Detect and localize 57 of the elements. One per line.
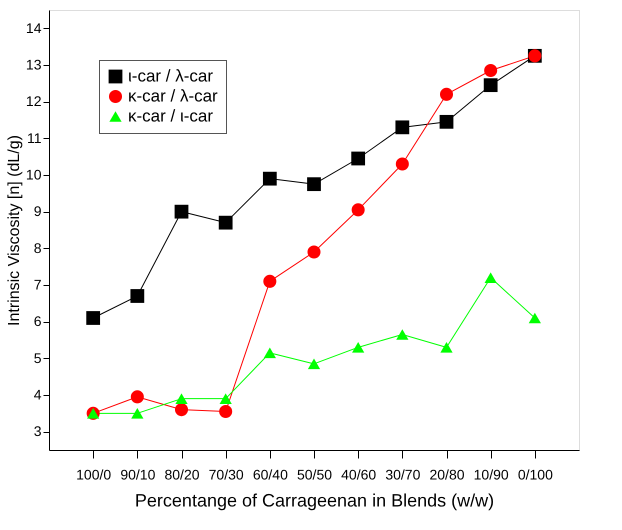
x-tick-label: 70/30 bbox=[208, 466, 244, 482]
y-tick-label: 13 bbox=[26, 56, 42, 72]
y-tick-label: 9 bbox=[34, 203, 42, 220]
point bbox=[130, 390, 144, 404]
point bbox=[262, 172, 277, 186]
point bbox=[352, 203, 365, 216]
point bbox=[264, 348, 276, 358]
y-tick-label: 5 bbox=[34, 350, 42, 366]
x-tick-label: 60/40 bbox=[252, 466, 288, 482]
point bbox=[351, 152, 366, 166]
point bbox=[484, 272, 497, 283]
point bbox=[528, 312, 541, 324]
point bbox=[219, 404, 232, 418]
point bbox=[218, 216, 233, 230]
x-tick-label: 20/80 bbox=[429, 466, 465, 482]
x-tick-label: 50/50 bbox=[296, 466, 332, 482]
x-tick-label: 10/90 bbox=[474, 466, 509, 482]
y-tick-label: 12 bbox=[26, 93, 42, 110]
y-tick-label: 3 bbox=[34, 423, 42, 440]
x-tick-label: 80/20 bbox=[164, 466, 200, 482]
legend-label: κ-car / λ-car bbox=[128, 86, 218, 106]
point bbox=[308, 358, 320, 370]
point bbox=[263, 274, 276, 288]
y-tick-label: 14 bbox=[26, 20, 42, 36]
point bbox=[440, 342, 453, 353]
point bbox=[174, 204, 188, 219]
y-tick-label: 10 bbox=[26, 166, 42, 182]
point bbox=[484, 78, 498, 92]
x-tick-label: 0/100 bbox=[518, 466, 554, 482]
point bbox=[174, 403, 188, 416]
x-tick-label: 40/60 bbox=[341, 466, 376, 482]
point bbox=[440, 88, 454, 101]
y-tick-label: 4 bbox=[34, 386, 42, 402]
y-tick-label: 11 bbox=[26, 130, 42, 146]
x-tick-label: 90/10 bbox=[120, 466, 156, 482]
point bbox=[484, 64, 498, 78]
y-tick-label: 8 bbox=[34, 240, 42, 256]
point bbox=[130, 289, 144, 303]
point bbox=[307, 177, 321, 192]
point bbox=[175, 393, 188, 404]
y-tick-label: 7 bbox=[34, 276, 42, 292]
point bbox=[396, 329, 408, 340]
y-axis-title: Intrinsic Viscosity [n] (dL/g) bbox=[6, 135, 23, 326]
x-tick-label: 100/0 bbox=[76, 466, 112, 482]
x-axis-title: Percentange of Carrageenan in Blends (w/w) bbox=[134, 490, 494, 510]
legend-label: κ-car / ι-car bbox=[128, 106, 214, 126]
legend-label: ι-car / λ-car bbox=[128, 66, 214, 86]
point bbox=[396, 157, 409, 171]
y-tick-label: 6 bbox=[34, 313, 42, 330]
point bbox=[395, 120, 410, 134]
point bbox=[86, 311, 100, 325]
point bbox=[352, 342, 364, 353]
point bbox=[131, 408, 144, 419]
x-tick-label: 30/70 bbox=[385, 466, 421, 482]
point bbox=[220, 393, 232, 404]
point bbox=[307, 245, 321, 259]
point bbox=[440, 114, 454, 129]
